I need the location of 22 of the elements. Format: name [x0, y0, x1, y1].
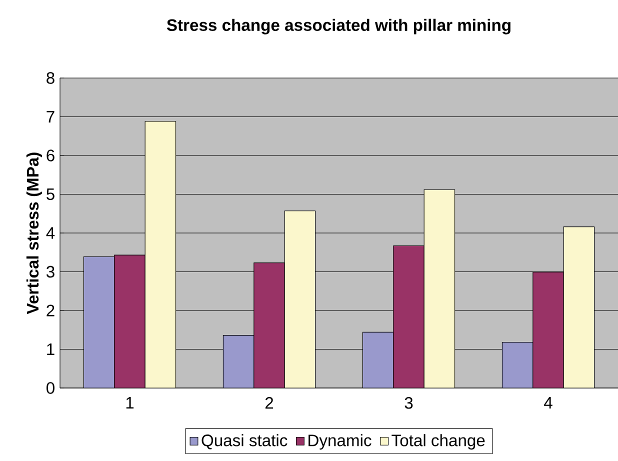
y-tick-label: 6	[46, 150, 54, 162]
x-tick-label: 3	[404, 397, 413, 409]
y-tick-label: 8	[46, 72, 54, 84]
bar	[424, 189, 456, 388]
legend-label: Total change	[392, 434, 485, 450]
legend-label: Dynamic	[308, 434, 372, 450]
bar	[284, 210, 316, 388]
y-tick-label: 4	[46, 227, 55, 239]
x-tick-label: 1	[126, 397, 134, 408]
y-tick-label: 5	[46, 188, 54, 200]
bar	[144, 121, 176, 388]
y-tick-label: 1	[47, 344, 54, 355]
chart-title: Stress change associated with pillar mining	[166, 18, 510, 34]
x-tick-label: 2	[265, 397, 274, 409]
bar	[563, 226, 595, 388]
y-axis-title: Vertical stress (MPa)	[26, 152, 42, 314]
y-tick-label: 3	[46, 266, 54, 278]
y-tick-label: 0	[46, 382, 54, 394]
legend-label: Quasi static	[202, 434, 288, 450]
y-tick-label: 7	[46, 111, 54, 122]
x-tick-label: 4	[544, 397, 552, 408]
y-tick-label: 2	[46, 304, 54, 316]
